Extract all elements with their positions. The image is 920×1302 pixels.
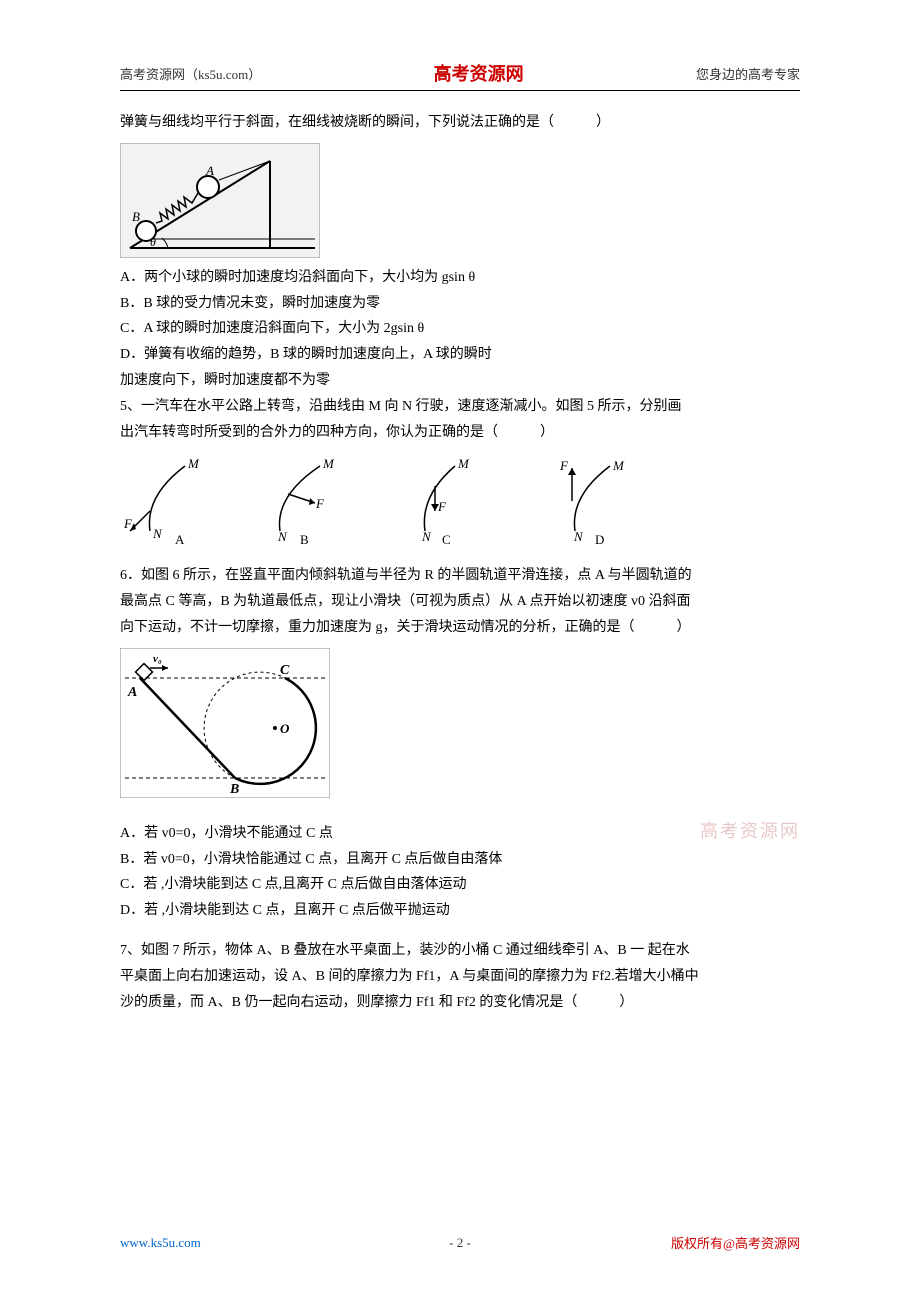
q5-text2: 出汽车转弯时所受到的合外力的四种方向，你认为正确的是（ ）: [120, 421, 800, 445]
q6-option-b: B．若 v0=0，小滑块恰能通过 C 点，且离开 C 点后做自由落体: [120, 848, 800, 872]
svg-text:F: F: [559, 458, 569, 473]
svg-text:N: N: [152, 526, 163, 541]
svg-text:N: N: [277, 529, 288, 544]
svg-text:B: B: [300, 532, 309, 546]
svg-text:A: A: [127, 685, 137, 700]
figure-5: M N F A M N F B M N: [120, 456, 800, 546]
page-footer: www.ks5u.com - 2 - 版权所有@高考资源网: [120, 1233, 800, 1252]
content: 弹簧与细线均平行于斜面，在细线被烧断的瞬间，下列说法正确的是（ ） A B θ …: [120, 111, 800, 1014]
footer-left: www.ks5u.com: [120, 1235, 201, 1251]
svg-text:C: C: [442, 532, 451, 546]
fig5-b: M N F B: [260, 456, 360, 546]
svg-text:C: C: [280, 663, 290, 678]
svg-text:M: M: [187, 456, 200, 471]
svg-text:F: F: [123, 516, 133, 531]
svg-text:B: B: [229, 782, 239, 797]
q7-text3: 沙的质量，而 A、B 仍一起向右运动，则摩擦力 Ff1 和 Ff2 的变化情况是…: [120, 991, 800, 1015]
svg-text:N: N: [421, 529, 432, 544]
q4-option-d2: 加速度向下，瞬时加速度都不为零: [120, 369, 800, 393]
q6-text3: 向下运动，不计一切摩擦，重力加速度为 g，关于滑块运动情况的分析，正确的是（ ）: [120, 616, 800, 640]
q4-option-b: B．B 球的受力情况未变，瞬时加速度为零: [120, 292, 800, 316]
q4-intro: 弹簧与细线均平行于斜面，在细线被烧断的瞬间，下列说法正确的是（ ）: [120, 111, 800, 135]
svg-text:N: N: [573, 529, 584, 544]
header-left: 高考资源网（ks5u.com）: [120, 64, 261, 83]
q6-text1: 6．如图 6 所示，在竖直平面内倾斜轨道与半径为 R 的半圆轨道平滑连接，点 A…: [120, 564, 800, 588]
svg-text:θ: θ: [150, 235, 156, 249]
svg-text:v₀: v₀: [153, 653, 162, 665]
q4-option-d1: D．弹簧有收缩的趋势，B 球的瞬时加速度向上，A 球的瞬时: [120, 343, 800, 367]
q7-text2: 平桌面上向右加速运动，设 A、B 间的摩擦力为 Ff1，A 与桌面间的摩擦力为 …: [120, 965, 800, 989]
svg-text:M: M: [612, 458, 625, 473]
footer-right: 版权所有@高考资源网: [671, 1233, 800, 1252]
svg-text:M: M: [322, 456, 335, 471]
svg-text:O: O: [280, 721, 290, 736]
figure-6: O v₀ A B C: [120, 648, 800, 798]
fig5-a: M N F A: [120, 456, 220, 546]
svg-text:F: F: [315, 496, 325, 511]
q6-text2: 最高点 C 等高，B 为轨道最低点，现让小滑块（可视为质点）从 A 点开始以初速…: [120, 590, 800, 614]
fig5-d: M N F D: [540, 456, 640, 546]
svg-text:A: A: [175, 532, 185, 546]
q7-text1: 7、如图 7 所示，物体 A、B 叠放在水平桌面上，装沙的小桶 C 通过细线牵引…: [120, 939, 800, 963]
svg-text:F: F: [437, 499, 447, 514]
header-right: 您身边的高考专家: [696, 64, 800, 83]
svg-text:M: M: [457, 456, 470, 471]
q5-text1: 5、一汽车在水平公路上转弯，沿曲线由 M 向 N 行驶，速度逐渐减小。如图 5 …: [120, 395, 800, 419]
svg-text:D: D: [595, 532, 604, 546]
fig5-c: M N F C: [400, 456, 500, 546]
svg-text:B: B: [132, 209, 140, 224]
q6-option-d: D．若 ,小滑块能到达 C 点，且离开 C 点后做平抛运动: [120, 899, 800, 923]
footer-center: - 2 -: [449, 1235, 471, 1251]
header-center: 高考资源网: [434, 60, 524, 86]
figure-4: A B θ: [120, 143, 800, 258]
page-header: 高考资源网（ks5u.com） 高考资源网 您身边的高考专家: [120, 60, 800, 91]
q4-option-a: A．两个小球的瞬时加速度均沿斜面向下，大小均为 gsin θ: [120, 266, 800, 290]
q4-option-c: C．A 球的瞬时加速度沿斜面向下，大小为 2gsin θ: [120, 317, 800, 341]
q6-option-c: C．若 ,小滑块能到达 C 点,且离开 C 点后做自由落体运动: [120, 873, 800, 897]
watermark: 高考资源网: [700, 816, 800, 847]
q6-option-a: A．若 v0=0，小滑块不能通过 C 点: [120, 822, 333, 846]
svg-text:A: A: [205, 163, 214, 178]
